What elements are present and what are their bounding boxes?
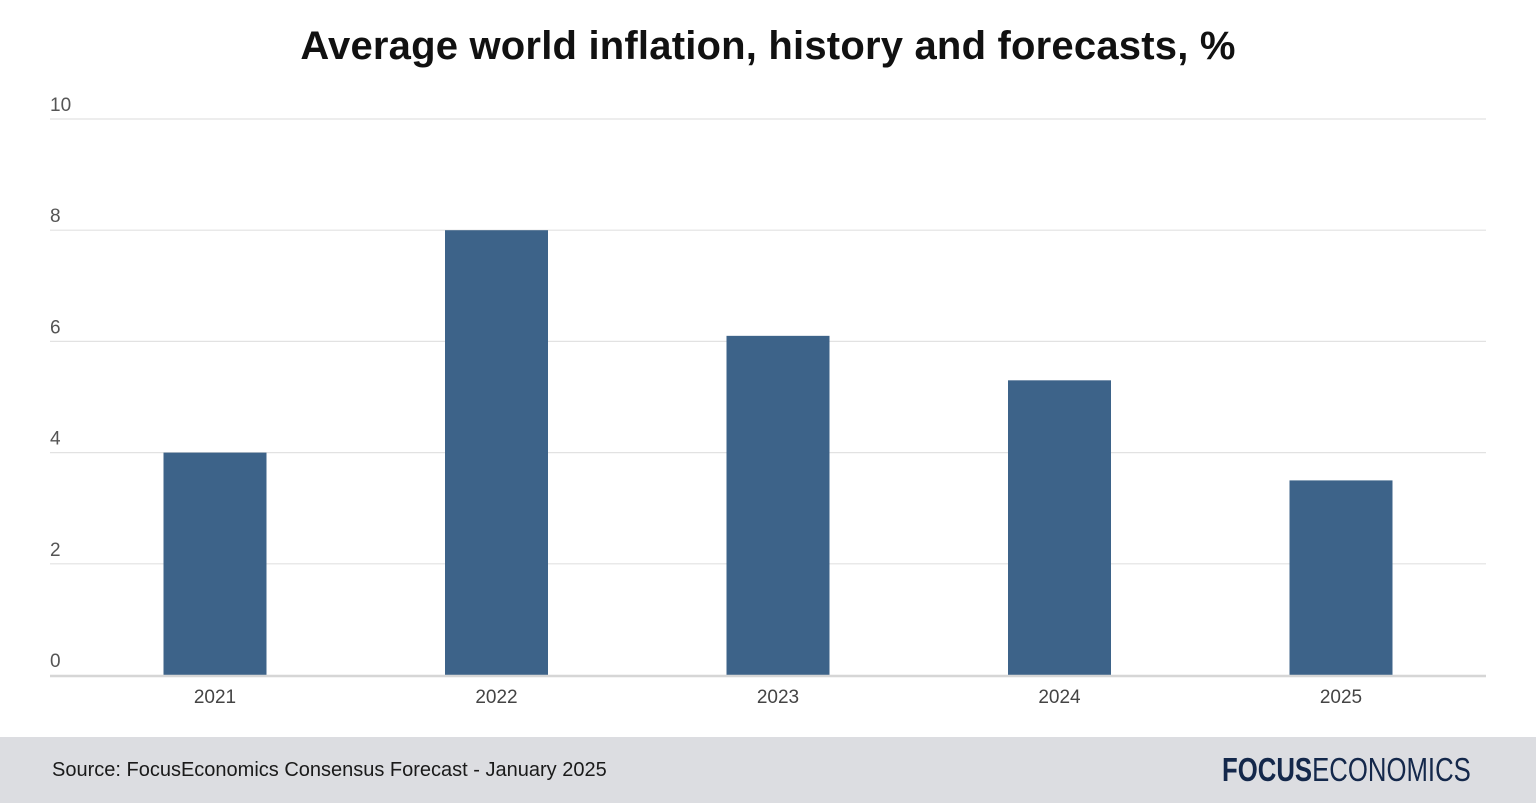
footer: Source: FocusEconomics Consensus Forecas… — [0, 737, 1536, 803]
source-note: Source: FocusEconomics Consensus Forecas… — [52, 759, 607, 781]
logo-bold: FOCUS — [1222, 751, 1313, 788]
logo-light: ECONOMICS — [1312, 751, 1471, 788]
y-tick-label: 8 — [50, 206, 61, 227]
x-tick-label: 2024 — [1038, 687, 1081, 708]
focuseconomics-logo: FOCUSECONOMICS — [1222, 751, 1471, 789]
bar-2022 — [445, 230, 548, 675]
y-tick-label: 4 — [50, 429, 61, 450]
bar-2024 — [1008, 380, 1111, 675]
y-tick-label: 6 — [50, 317, 61, 338]
bar-2025 — [1289, 480, 1393, 675]
chart-title: Average world inflation, history and for… — [300, 24, 1236, 68]
x-tick-label: 2025 — [1320, 687, 1362, 708]
x-tick-label: 2023 — [757, 687, 799, 708]
x-tick-label: 2021 — [194, 687, 236, 708]
bar-chart: 0 2 4 6 8 10 2021 2022 2023 2024 2025 — [50, 95, 1486, 708]
y-tick-label: 2 — [50, 540, 61, 561]
y-tick-label: 0 — [50, 651, 61, 672]
y-tick-label: 10 — [50, 95, 71, 116]
bar-2023 — [726, 335, 830, 675]
x-tick-label: 2022 — [475, 687, 517, 708]
bar-2021 — [163, 452, 267, 675]
